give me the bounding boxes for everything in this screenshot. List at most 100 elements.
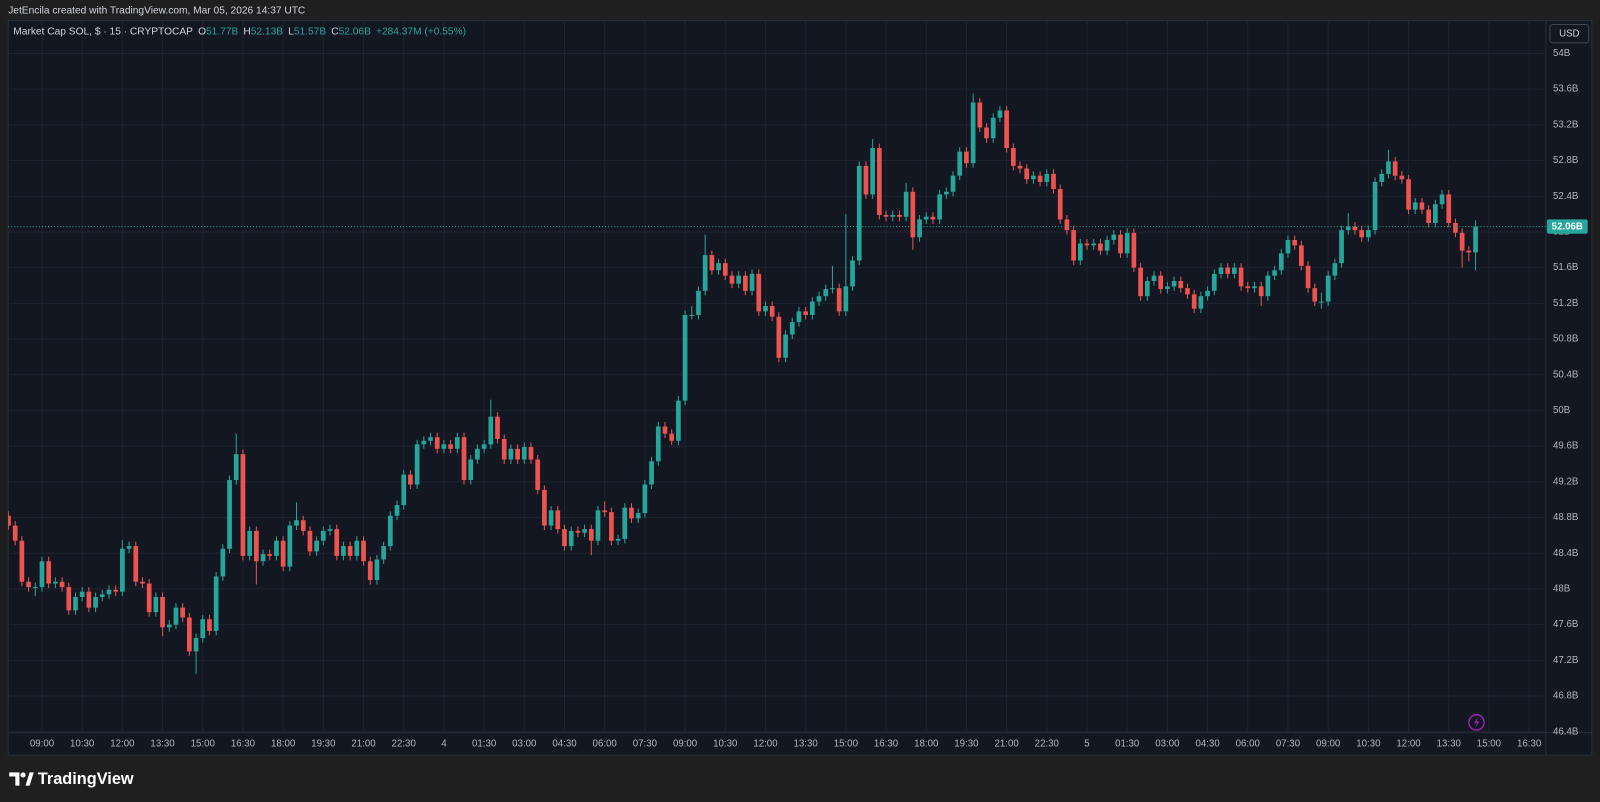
candle-body xyxy=(66,587,72,611)
icon-circle[interactable] xyxy=(1468,714,1485,731)
x-tick-label: 18:00 xyxy=(271,738,296,749)
logo-mark xyxy=(9,772,20,786)
candle-body xyxy=(756,273,762,312)
candle-body xyxy=(588,529,594,541)
candle-body xyxy=(1198,296,1204,309)
x-tick-label: 5 xyxy=(1084,738,1089,749)
y-tick-label: 49.6B xyxy=(1553,441,1578,452)
candle-body xyxy=(736,275,742,284)
x-tick-label: 06:00 xyxy=(1236,738,1261,749)
candle-body xyxy=(595,510,601,541)
candle-body xyxy=(374,559,380,580)
legend: Market Cap SOL, $ · 15 · CRYPTOCAP O51.77… xyxy=(13,26,466,37)
currency-box[interactable] xyxy=(1549,23,1590,44)
candle-body xyxy=(1258,286,1264,297)
candle-body xyxy=(870,148,875,195)
candle-body xyxy=(796,311,802,323)
candle-body xyxy=(629,507,634,519)
candle-body xyxy=(1406,179,1411,210)
candle-body xyxy=(1392,161,1398,176)
x-tick-label: 10:30 xyxy=(70,738,95,749)
candle-body xyxy=(1205,290,1210,297)
y-tick-label: 48B xyxy=(1553,583,1570,594)
y-tick-label: 50.8B xyxy=(1553,334,1578,345)
candle-body xyxy=(850,260,855,287)
candle-body xyxy=(662,426,668,434)
ohlc-value: 52.13B xyxy=(251,26,283,37)
candle-body xyxy=(1211,273,1217,291)
candle-body xyxy=(1412,202,1418,210)
currency-label[interactable]: USD xyxy=(1559,29,1579,40)
candle-body xyxy=(1057,189,1063,220)
candle-body xyxy=(957,151,963,176)
candle-body xyxy=(106,589,112,595)
candle-body xyxy=(542,489,547,526)
candle-body xyxy=(1473,226,1478,253)
axes: 46.4B 46.8B 47.2B 47.6B 48B 48.4B 48.8B 49.2B 49… xyxy=(8,48,1588,749)
x-tick-label: 4 xyxy=(441,738,447,749)
header-credit: JetEncila created with TradingView.com, … xyxy=(8,5,305,16)
candle-body xyxy=(816,296,822,302)
x-tick-label: 21:00 xyxy=(994,738,1019,749)
candle-body xyxy=(367,561,373,580)
last-price-label: 52.06B xyxy=(1552,222,1583,233)
candle-body xyxy=(876,148,882,215)
candle-body xyxy=(1178,281,1184,289)
candle-body xyxy=(160,596,165,628)
y-tick-label: 46.4B xyxy=(1553,726,1578,737)
x-tick-label: 06:00 xyxy=(593,738,618,749)
candle-body xyxy=(361,540,366,562)
candle-body xyxy=(1379,173,1385,182)
candle-body xyxy=(1071,230,1076,261)
candle-body xyxy=(548,510,554,526)
candle-body xyxy=(1245,286,1251,289)
candle-body xyxy=(984,127,989,139)
candle-body xyxy=(1433,204,1438,224)
candle-body xyxy=(897,214,902,217)
candle-body xyxy=(334,529,340,556)
x-tick-label: 12:00 xyxy=(110,738,135,749)
y-tick-label: 48.8B xyxy=(1553,512,1578,523)
change-value: +284.37M (+0.55%) xyxy=(376,26,466,37)
candle-body xyxy=(696,290,701,315)
candle-body xyxy=(917,219,922,238)
candle-body xyxy=(615,538,621,541)
candle-body xyxy=(448,444,453,449)
candle-body xyxy=(387,515,393,547)
y-tick-label: 53.6B xyxy=(1553,84,1578,95)
icon-bolt[interactable] xyxy=(1473,716,1480,729)
candle-body xyxy=(207,619,212,631)
ohlc-value: 52.06B xyxy=(339,26,371,37)
candle-body xyxy=(414,444,420,485)
candle-body xyxy=(843,286,849,312)
y-tick-label: 53.2B xyxy=(1553,119,1578,130)
x-tick-label: 19:30 xyxy=(311,738,336,749)
candle-body xyxy=(1165,286,1170,290)
candle-body xyxy=(1372,181,1378,231)
candle-body xyxy=(1064,219,1070,231)
candle-body xyxy=(421,440,427,445)
candle-body xyxy=(46,561,52,584)
candle-body xyxy=(381,546,386,560)
candle-body xyxy=(555,510,561,530)
candle-body xyxy=(903,191,909,217)
logo-slash xyxy=(25,772,34,786)
candle-body xyxy=(173,607,179,625)
candle-body xyxy=(669,433,675,441)
x-tick-label: 01:30 xyxy=(1115,738,1140,749)
candle-body xyxy=(233,454,239,481)
candle-body xyxy=(508,448,514,460)
ohlc-value: 51.57B xyxy=(294,26,326,37)
lightning-icon[interactable] xyxy=(1468,714,1485,731)
y-tick-label: 48.4B xyxy=(1553,548,1578,559)
candle-body xyxy=(863,165,869,195)
candle-body xyxy=(930,216,936,220)
candle-body xyxy=(1171,281,1177,287)
currency-button[interactable]: USD xyxy=(1549,23,1590,44)
x-tick-label: 04:30 xyxy=(1195,738,1220,749)
candle-body xyxy=(200,619,206,639)
candle-body xyxy=(609,512,614,541)
y-tick-label: 50B xyxy=(1553,405,1570,416)
candle-body xyxy=(562,529,567,547)
x-tick-label: 03:00 xyxy=(1155,738,1180,749)
